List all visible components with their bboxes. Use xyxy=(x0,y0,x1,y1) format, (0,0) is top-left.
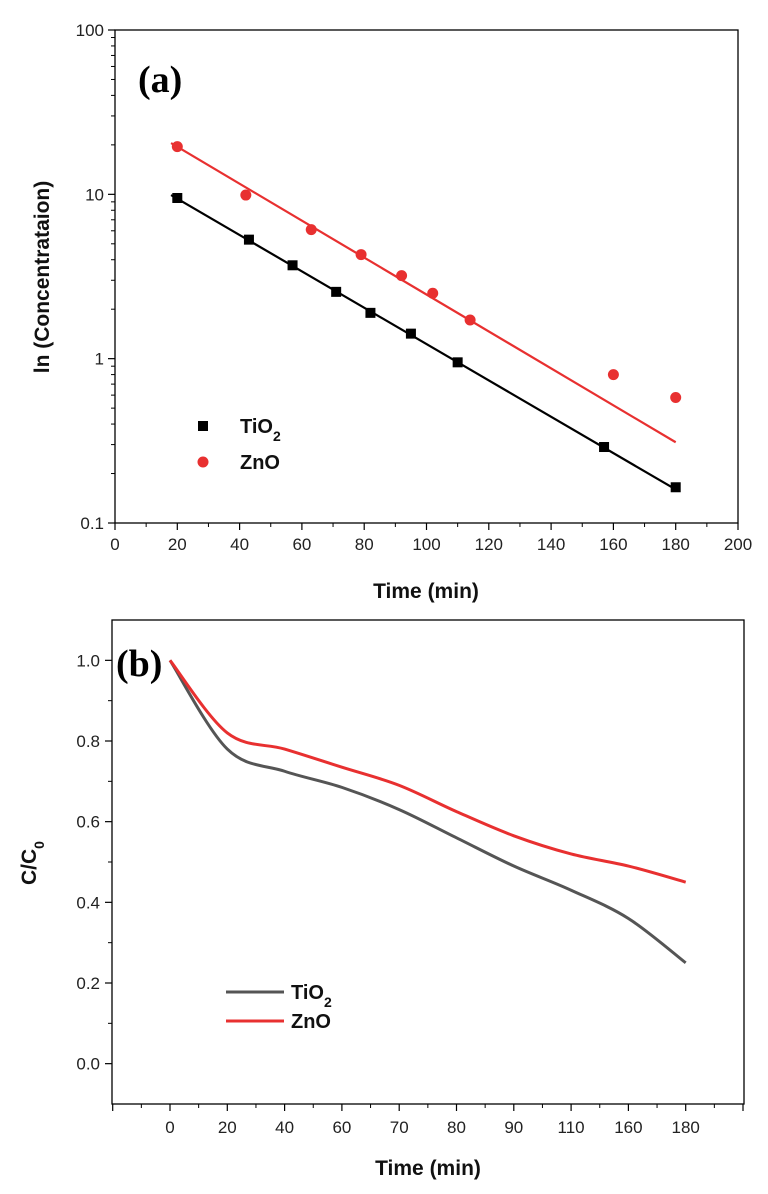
x-tick-label-a: 120 xyxy=(475,535,503,554)
data-point-tio2 xyxy=(331,286,342,297)
data-point-zno xyxy=(670,392,682,404)
legend-label-main: TiO xyxy=(240,416,273,438)
x-tick-label-b: 0 xyxy=(165,1118,174,1137)
legend-marker-zno xyxy=(197,456,209,468)
x-axis-b: 0 20 40 60 70 80 90 110 160 180 xyxy=(112,1104,744,1137)
legend-label-zno: ZnO xyxy=(240,452,280,474)
data-point-tio2 xyxy=(172,192,183,203)
y-tick-label-a: 0.1 xyxy=(80,514,104,533)
x-tick-label-a: 40 xyxy=(230,535,249,554)
x-tick-label-a: 60 xyxy=(292,535,311,554)
x-tick-label-b: 110 xyxy=(558,1118,585,1137)
x-tick-label-a: 20 xyxy=(168,535,187,554)
data-point-zno xyxy=(171,141,183,153)
x-tick-label-b: 70 xyxy=(390,1118,409,1137)
x-tick-label-a: 0 xyxy=(110,535,119,554)
plot-area-a xyxy=(170,141,682,493)
data-point-tio2 xyxy=(670,482,681,493)
fit-line-tio2 xyxy=(170,194,677,491)
y-tick-label-b: 0.2 xyxy=(76,974,100,993)
y-tick-label-b: 0.6 xyxy=(76,813,100,832)
x-axis-a: 0 20 40 60 80 100 120 140 160 180 200 xyxy=(110,523,752,554)
data-point-zno xyxy=(305,224,317,236)
y-tick-label-a: 100 xyxy=(76,21,104,40)
fit-line-zno xyxy=(170,142,677,444)
plot-frame-b xyxy=(111,619,745,1105)
legend-label-main: TiO xyxy=(291,982,324,1004)
y-axis-label-b-main: C/C xyxy=(18,849,41,885)
y-tick-label-b: 0.4 xyxy=(76,893,100,912)
x-tick-label-b: 20 xyxy=(218,1118,237,1137)
x-tick-label-a: 160 xyxy=(599,535,627,554)
panel-a-log-chart: (a) 0 20 40 60 80 100 120 140 160 180 200 0.1 1 10 10… xyxy=(31,21,752,603)
y-axis-label-b: C/C0 xyxy=(18,841,47,885)
legend-label-sub: 2 xyxy=(273,428,281,444)
data-point-tio2 xyxy=(365,307,376,318)
y-tick-label-b: 0.0 xyxy=(76,1055,100,1074)
data-point-zno xyxy=(355,249,367,261)
x-tick-label-b: 160 xyxy=(614,1118,642,1137)
y-axis-label-a: ln (Concentrataion) xyxy=(31,181,54,374)
x-tick-label-a: 200 xyxy=(724,535,752,554)
panel-label-b: (b) xyxy=(116,643,162,685)
data-point-tio2 xyxy=(452,357,463,368)
x-axis-label-b: Time (min) xyxy=(375,1157,481,1180)
y-axis-a: 0.1 1 10 100 xyxy=(76,21,115,533)
x-axis-label-a: Time (min) xyxy=(373,580,479,603)
data-point-tio2 xyxy=(405,328,416,339)
data-point-zno xyxy=(464,314,476,326)
series-line-tio2 xyxy=(168,659,687,965)
legend-label-sub: 2 xyxy=(324,994,332,1010)
plot-area-b xyxy=(168,659,687,965)
y-tick-label-a: 1 xyxy=(95,350,104,369)
legend-marker-tio2 xyxy=(198,421,208,431)
plot-frame-a xyxy=(114,29,739,524)
panel-label-a: (a) xyxy=(138,59,182,101)
legend-label-main: ZnO xyxy=(291,1011,331,1033)
legend-label-zno: ZnO xyxy=(291,1011,331,1033)
y-tick-label-b: 0.8 xyxy=(76,732,100,751)
data-point-zno xyxy=(240,189,252,201)
y-tick-label-b: 1.0 xyxy=(76,651,100,670)
y-tick-label-a: 10 xyxy=(85,185,104,204)
series-line-zno xyxy=(168,659,687,884)
y-axis-b: 0.0 0.2 0.4 0.6 0.8 1.0 xyxy=(76,651,112,1074)
y-axis-label-b-sub: 0 xyxy=(31,841,47,849)
legend-a: TiO2 ZnO xyxy=(197,416,281,474)
legend-label-main: ZnO xyxy=(240,452,280,474)
data-point-tio2 xyxy=(287,260,298,271)
legend-label-tio2: TiO2 xyxy=(240,416,281,444)
x-tick-label-a: 140 xyxy=(537,535,565,554)
data-point-tio2 xyxy=(243,234,254,245)
x-tick-label-a: 180 xyxy=(662,535,690,554)
data-point-zno xyxy=(427,287,439,299)
x-tick-label-b: 40 xyxy=(275,1118,294,1137)
data-point-zno xyxy=(396,270,408,282)
x-tick-label-a: 100 xyxy=(412,535,440,554)
legend-label-tio2: TiO2 xyxy=(291,982,332,1010)
panel-b-line-chart: (b) 0 20 40 60 70 80 90 110 160 180 0.00.20.40.60… xyxy=(18,619,745,1180)
x-tick-label-b: 90 xyxy=(504,1118,523,1137)
data-point-zno xyxy=(607,369,619,381)
x-tick-label-b: 180 xyxy=(672,1118,700,1137)
x-tick-label-b: 80 xyxy=(447,1118,466,1137)
data-point-tio2 xyxy=(599,442,610,453)
x-tick-label-b: 60 xyxy=(332,1118,351,1137)
x-tick-label-a: 80 xyxy=(355,535,374,554)
